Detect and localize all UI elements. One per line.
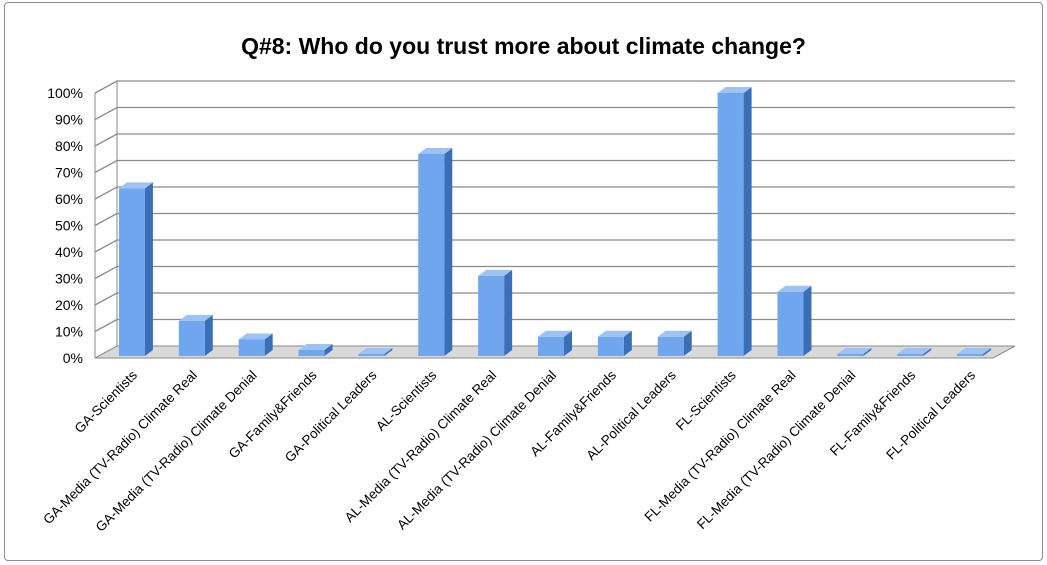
gridline: [94, 159, 1015, 174]
bar-front: [657, 336, 684, 356]
y-tick-label: 80%: [55, 138, 83, 154]
bar: [298, 344, 333, 356]
bars: [118, 87, 992, 356]
bar-side: [564, 330, 572, 356]
gridline: [94, 80, 1015, 94]
bar-side: [204, 314, 213, 356]
bar: [777, 285, 812, 356]
bar-side: [743, 87, 752, 356]
bar-front: [777, 291, 804, 356]
gridline: [94, 212, 1015, 227]
bar: [597, 330, 632, 356]
bar-front: [478, 275, 505, 356]
bar-front: [118, 188, 145, 356]
bar: [238, 333, 273, 356]
bar-side: [863, 348, 872, 356]
bar-side: [504, 269, 513, 356]
bar-front: [837, 354, 864, 356]
bar-top: [418, 147, 453, 154]
bar-top: [717, 87, 752, 93]
gridline: [94, 318, 1015, 333]
bar: [957, 348, 992, 356]
gridline: [94, 239, 1015, 253]
bar-front: [597, 336, 624, 356]
y-tick-label: 10%: [55, 324, 83, 340]
y-tick-label: 30%: [55, 271, 83, 287]
chart-title: Q#8: Who do you trust more about climate…: [241, 33, 806, 59]
bar-top: [597, 330, 632, 337]
y-tick-label: 90%: [55, 112, 83, 128]
bar: [418, 147, 453, 356]
y-tick-label: 40%: [55, 244, 83, 260]
bar: [837, 348, 872, 356]
gridlines: [94, 80, 1016, 359]
bar-side: [983, 348, 992, 356]
bar-front: [238, 339, 265, 356]
bar: [178, 314, 213, 356]
y-tick-label: 70%: [55, 165, 83, 181]
bar-top: [538, 330, 572, 337]
bar: [118, 182, 153, 356]
bar-front: [298, 350, 325, 356]
gridline: [94, 186, 1015, 200]
gridline: [94, 265, 1015, 280]
y-tick-label: 0%: [63, 350, 83, 366]
gridline: [94, 133, 1015, 147]
bar: [717, 87, 752, 356]
bar-side: [683, 330, 692, 356]
x-tick-label: FL-Scientists: [673, 367, 739, 433]
bar: [358, 348, 393, 356]
bar-front: [178, 320, 205, 356]
bar-side: [384, 348, 393, 356]
bar: [478, 269, 513, 356]
bar-top: [358, 348, 393, 354]
bar-front: [418, 153, 445, 356]
bar-top: [957, 348, 992, 354]
bar-side: [444, 147, 453, 356]
y-tick-label: 20%: [55, 297, 83, 313]
chart-frame: [4, 2, 1043, 561]
gridline: [94, 292, 1015, 306]
bar-side: [623, 330, 632, 356]
y-tick-label: 50%: [55, 218, 83, 234]
bar-top: [897, 348, 932, 354]
y-axis-ticks: 0% 10% 20% 30% 40% 50% 60% 70% 80% 90% 100%: [47, 85, 83, 366]
bar-top: [837, 348, 872, 354]
bar-top: [238, 333, 273, 340]
gridline: [94, 106, 1015, 121]
bar-top: [657, 330, 692, 337]
bar-top: [178, 314, 213, 321]
bar-top: [118, 182, 153, 189]
bar-side: [144, 182, 153, 356]
bar-front: [957, 354, 984, 356]
bar: [897, 348, 932, 356]
y-tick-label: 60%: [55, 191, 83, 207]
bar-front: [538, 336, 564, 356]
bar-top: [777, 285, 812, 292]
bar: [538, 330, 572, 356]
bar-front: [897, 354, 924, 356]
bar: [657, 330, 692, 356]
bar-side: [923, 348, 932, 356]
x-tick-label: AL-Scientists: [373, 367, 439, 433]
bar-side: [264, 333, 273, 356]
bar-top: [298, 344, 333, 351]
bar-front: [358, 354, 385, 356]
bar-top: [478, 269, 513, 276]
bar-front: [717, 93, 744, 356]
y-tick-label: 100%: [47, 85, 83, 101]
bar-side: [803, 285, 812, 356]
bar-side: [324, 344, 333, 356]
